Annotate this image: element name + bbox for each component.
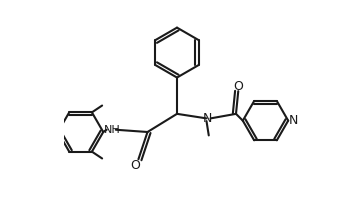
Text: N: N <box>203 111 212 124</box>
Text: O: O <box>130 159 140 172</box>
Text: N: N <box>289 114 298 126</box>
Text: O: O <box>233 80 243 92</box>
Text: NH: NH <box>104 124 121 134</box>
